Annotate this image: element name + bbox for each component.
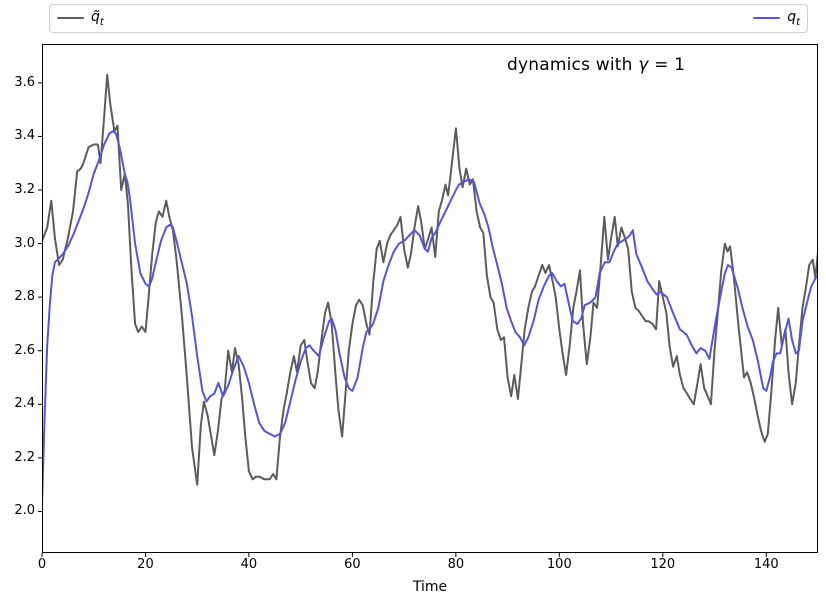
- x-tick-label: 40: [240, 557, 258, 572]
- y-tick-label: 2.4: [14, 396, 35, 412]
- legend-line-swatch-gray: [57, 17, 84, 20]
- x-tick-label: 80: [447, 557, 465, 572]
- legend-line-swatch-blue: [753, 17, 781, 20]
- x-tick-label: 100: [546, 557, 572, 572]
- y-tick-label: 2.2: [14, 449, 35, 465]
- x-tick-label: 20: [137, 557, 154, 572]
- y-tick-label: 2.0: [14, 503, 35, 519]
- y-tick-label: 3.0: [14, 235, 35, 251]
- x-tick-label: 140: [753, 557, 779, 572]
- x-tick-label: 0: [37, 557, 47, 572]
- y-tick-label: 3.2: [14, 182, 35, 197]
- y-tick-label: 2.6: [14, 342, 35, 358]
- y-tick-label: 2.8: [14, 289, 35, 305]
- series-line-qt: [42, 130, 818, 505]
- legend: q̃t qt: [49, 4, 808, 33]
- chart-title-annotation: dynamics with γ = 1: [507, 55, 686, 75]
- series-line-qt: [42, 73, 818, 486]
- legend-item-q-tilde: q̃t: [57, 10, 104, 28]
- y-tick-label: 3.6: [14, 74, 35, 90]
- gamma-symbol: γ: [638, 55, 649, 75]
- y-tick-label: 3.4: [14, 128, 35, 144]
- legend-label-q-tilde: q̃t: [91, 8, 104, 28]
- x-axis-label: Time: [412, 579, 448, 595]
- x-tick-label: 60: [344, 557, 361, 572]
- legend-label-q: qt: [787, 8, 800, 28]
- x-tick-label: 120: [650, 557, 676, 572]
- legend-item-q: qt: [753, 10, 800, 28]
